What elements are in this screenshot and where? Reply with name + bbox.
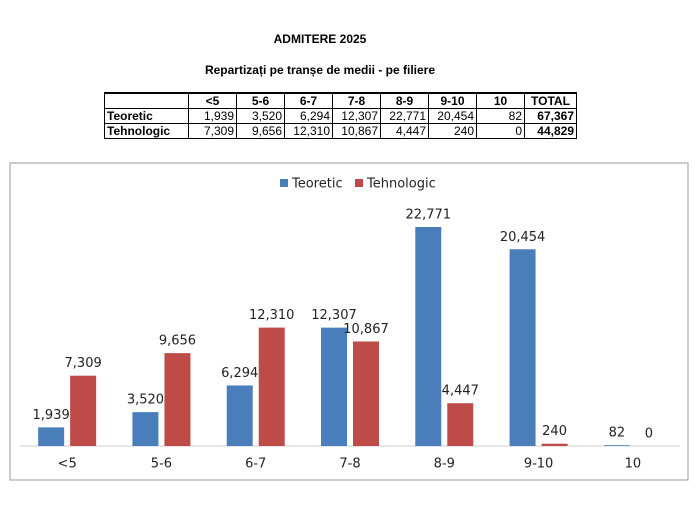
bar	[447, 403, 474, 446]
table-cell: 10,867	[332, 123, 381, 139]
data-label: 10,867	[343, 322, 389, 337]
data-label: 7,309	[65, 356, 102, 371]
data-label: 20,454	[500, 230, 546, 245]
data-label: 9,656	[159, 334, 196, 349]
x-tick-label: 6-7	[245, 457, 266, 472]
bar	[541, 443, 568, 446]
x-tick-label: 9-10	[524, 457, 554, 472]
x-tick-label: 8-9	[434, 457, 455, 472]
table-row: Teoretic 1,939 3,520 6,294 12,307 22,771 20,45…	[104, 108, 577, 124]
table-cell: 240	[428, 123, 477, 139]
data-label: 1,939	[33, 408, 70, 423]
data-label: 3,520	[127, 393, 164, 408]
table-cell: 8-9	[380, 92, 429, 109]
x-tick-label: <5	[58, 457, 77, 472]
legend-label: Tehnologic	[366, 177, 436, 192]
bar	[258, 327, 285, 446]
data-label: 12,307	[311, 308, 357, 323]
table-cell: 12,310	[284, 123, 333, 139]
bar	[415, 227, 442, 446]
table-cell: 7,309	[188, 123, 237, 139]
bar	[509, 249, 536, 446]
bar	[226, 385, 253, 446]
bar	[70, 375, 97, 446]
data-label: 240	[542, 424, 567, 439]
table-row: Tehnologic 7,309 9,656 12,310 10,867 4,447 240…	[104, 123, 577, 139]
table-cell: 10	[476, 92, 525, 109]
page-title: ADMITERE 2025	[273, 32, 367, 46]
data-label: 82	[609, 426, 626, 441]
table-cell: Tehnologic	[104, 123, 189, 139]
table-cell: Teoretic	[104, 108, 189, 124]
bar	[321, 327, 347, 446]
data-label: 6,294	[221, 366, 258, 381]
data-label: 12,310	[249, 308, 295, 323]
summary-table: <5 5-6 6-7 7-8 8-9 9-10 10 TOTAL Teoretic 1,939 3,…	[104, 92, 577, 139]
chart-frame	[9, 162, 689, 481]
x-tick-label: 7-8	[339, 457, 360, 472]
legend-swatch	[280, 179, 288, 187]
table-cell: TOTAL	[524, 92, 577, 109]
legend-label: Teoretic	[291, 177, 343, 192]
header-row: <5 5-6 6-7 7-8 8-9 9-10 10 TOTAL	[104, 92, 577, 109]
data-label: 22,771	[406, 208, 452, 223]
bar	[38, 427, 65, 446]
legend-swatch	[355, 179, 363, 187]
x-tick-label: 10	[625, 457, 642, 472]
table-cell: 44,829	[524, 123, 577, 139]
data-label: 0	[645, 427, 653, 442]
x-tick-label: 5-6	[151, 457, 172, 472]
bar	[164, 353, 191, 446]
table-cell: 0	[476, 123, 525, 139]
bar	[132, 412, 159, 446]
table-cell: 9,656	[236, 123, 285, 139]
data-label: 4,447	[442, 384, 479, 399]
page-subtitle: Repartizați pe tranșe de medii - pe fili…	[204, 63, 436, 77]
bar	[603, 445, 630, 446]
table-cell: <5	[188, 92, 237, 109]
bar	[353, 341, 379, 446]
table-cell: 22,771	[380, 108, 429, 124]
